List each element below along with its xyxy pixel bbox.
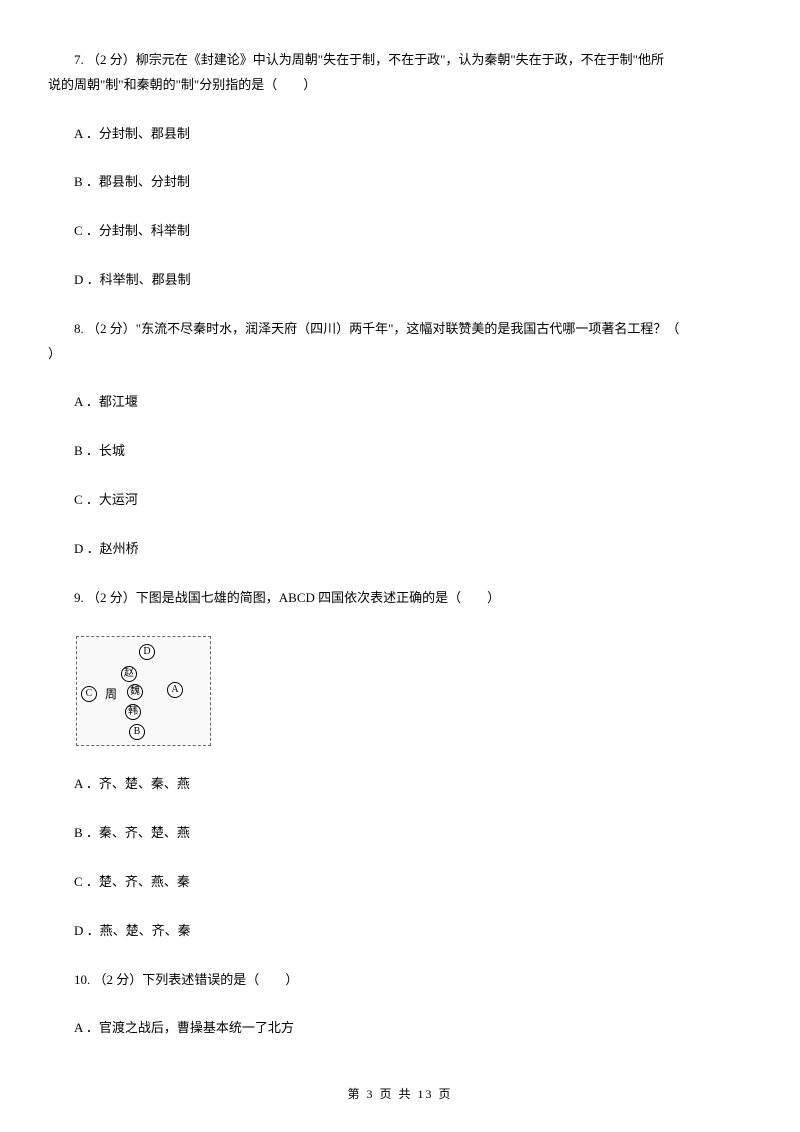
q10-option-a: A ．官渡之战后，曹操基本统一了北方 <box>48 1018 752 1039</box>
q10-stem-text: 下列表述错误的是（ ） <box>142 972 298 987</box>
q9-option-c: C ．楚、齐、燕、秦 <box>48 872 752 893</box>
q8-option-a: A ．都江堰 <box>48 392 752 413</box>
q9-stem-text: 下图是战国七雄的简图，ABCD 四国依次表述正确的是（ ） <box>136 590 500 605</box>
q7-stem-line2: 说的周朝"制"和秦朝的"制"分别指的是（ ） <box>48 75 752 96</box>
warring-states-diagram: D 赵 A C 周 魏 韩 B <box>76 636 211 746</box>
q9-option-b: B ．秦、齐、楚、燕 <box>48 823 752 844</box>
q7-option-c: C ．分封制、科举制 <box>48 221 752 242</box>
page-content: 7. （2 分）柳宗元在《封建论》中认为周朝"失在于制，不在于政"，认为秦朝"失… <box>0 0 800 1039</box>
footer-current: 3 <box>366 1087 374 1101</box>
q8-points: （2 分） <box>87 321 136 336</box>
q8-number: 8. <box>74 321 84 336</box>
q8-stem: 8. （2 分）"东流不尽秦时水，润泽天府（四川）两千年"，这幅对联赞美的是我国… <box>48 319 752 340</box>
diagram-label-a: A <box>167 681 183 699</box>
q9-option-a: A ．齐、楚、秦、燕 <box>48 774 752 795</box>
diagram-zhou: 周 <box>105 685 117 704</box>
diagram-label-d: D <box>139 643 155 661</box>
q9-number: 9. <box>74 590 84 605</box>
q7-number: 7. <box>74 52 84 67</box>
q9-stem: 9. （2 分）下图是战国七雄的简图，ABCD 四国依次表述正确的是（ ） <box>48 588 752 609</box>
q7-option-a: A ．分封制、郡县制 <box>48 124 752 145</box>
footer-total: 13 <box>418 1087 434 1101</box>
q7-points: （2 分） <box>87 52 136 67</box>
diagram-label-b: B <box>129 723 145 741</box>
footer-prefix: 第 <box>347 1087 361 1101</box>
q7-stem: 7. （2 分）柳宗元在《封建论》中认为周朝"失在于制，不在于政"，认为秦朝"失… <box>48 50 752 71</box>
q8-stem-line1: "东流不尽秦时水，润泽天府（四川）两千年"，这幅对联赞美的是我国古代哪一项著名工… <box>136 321 680 336</box>
q8-option-c: C ．大运河 <box>48 490 752 511</box>
q10-points: （2 分） <box>94 972 143 987</box>
q8-stem-line2: ） <box>48 344 752 365</box>
q7-option-d: D ．科举制、郡县制 <box>48 270 752 291</box>
q7-option-b: B ．郡县制、分封制 <box>48 172 752 193</box>
q10-stem: 10. （2 分）下列表述错误的是（ ） <box>48 970 752 991</box>
q9-option-d: D ．燕、楚、齐、秦 <box>48 921 752 942</box>
q8-option-d: D ．赵州桥 <box>48 539 752 560</box>
q7-stem-line1: 柳宗元在《封建论》中认为周朝"失在于制，不在于政"，认为秦朝"失在于政，不在于制… <box>136 52 664 67</box>
footer-mid: 页 共 <box>379 1087 412 1101</box>
diagram-wei: 魏 <box>127 683 143 701</box>
q8-option-b: B ．长城 <box>48 441 752 462</box>
diagram-zhao: 赵 <box>121 665 137 683</box>
diagram-han: 韩 <box>125 703 141 721</box>
q10-number: 10. <box>74 972 90 987</box>
diagram-label-c: C <box>81 685 97 703</box>
page-footer: 第 3 页 共 13 页 <box>0 1085 800 1104</box>
q9-points: （2 分） <box>87 590 136 605</box>
footer-suffix: 页 <box>439 1087 453 1101</box>
